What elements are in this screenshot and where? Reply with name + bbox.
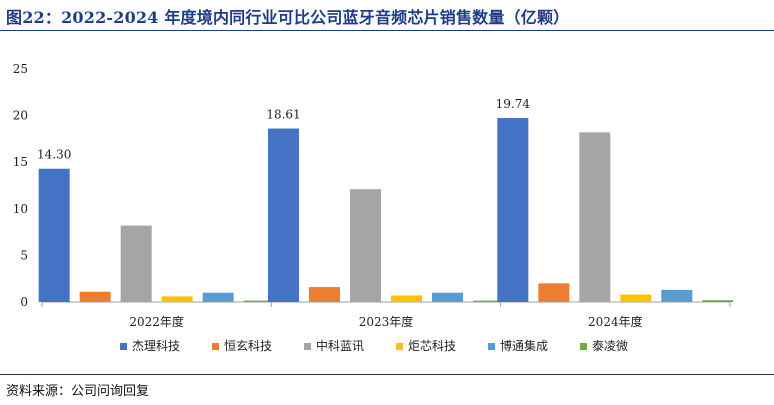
bar-2-2 [309,287,340,302]
legend-swatch [304,343,311,350]
legend-label: 中科蓝讯 [316,338,364,353]
title-divider [0,30,774,31]
bar-6-3 [702,300,734,302]
y-tick-label: 5 [20,248,28,262]
y-tick-label: 25 [13,62,28,76]
footer-divider [0,374,774,375]
legend-label: 杰理科技 [132,339,180,353]
chart-data-labels: 14.30 18.61 19.74 [37,97,530,162]
bar-data-label: 18.61 [266,108,300,122]
chart-legend: 杰理科技 恒玄科技 中科蓝讯 炬芯科技 博通集成 泰凌微 [120,338,628,353]
source-note: 资料来源：公司问询回复 [6,384,150,399]
legend-label: 炬芯科技 [408,339,456,353]
legend-swatch [488,343,495,350]
bar-3-3 [579,132,611,302]
figure-title: 图22：2022-2024 年度境内同行业可比公司蓝牙音频芯片销售数量（亿颗） [6,8,570,27]
bar-6-1 [243,300,275,302]
chart-axes: 0 5 10 15 20 25 2022年度 2023年度 2024年度 [13,62,731,329]
chart-bars [38,118,734,303]
legend-swatch [120,343,127,350]
bar-4-2 [391,295,422,302]
bar-1-1 [38,168,70,302]
bar-5-1 [202,292,234,302]
bar-6-2 [473,300,504,302]
bar-2-1 [79,291,111,302]
category-label: 2022年度 [129,314,184,329]
legend-label: 泰凌微 [592,339,628,353]
bar-3-1 [120,225,152,302]
y-tick-label: 20 [13,109,28,123]
bar-1-2 [268,128,299,302]
bar-5-2 [432,292,463,302]
y-tick-label: 15 [13,155,28,169]
category-label: 2024年度 [588,314,643,329]
bar-4-3 [620,294,652,302]
legend-label: 博通集成 [500,338,548,353]
legend-swatch [396,343,403,350]
legend-label: 恒玄科技 [224,338,272,353]
bar-3-2 [350,189,381,302]
legend-swatch [580,343,587,350]
y-tick-label: 0 [20,295,28,309]
y-tick-label: 10 [13,202,28,216]
bar-data-label: 14.30 [37,148,71,162]
bar-2-3 [538,283,570,302]
category-label: 2023年度 [359,314,414,329]
legend-swatch [212,343,219,350]
bar-1-3 [497,118,529,303]
bar-5-3 [661,289,693,302]
bar-4-1 [161,296,193,302]
bar-data-label: 19.74 [496,97,531,111]
